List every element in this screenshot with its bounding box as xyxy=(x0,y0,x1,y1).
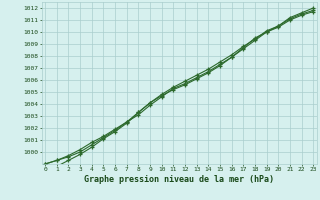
X-axis label: Graphe pression niveau de la mer (hPa): Graphe pression niveau de la mer (hPa) xyxy=(84,175,274,184)
